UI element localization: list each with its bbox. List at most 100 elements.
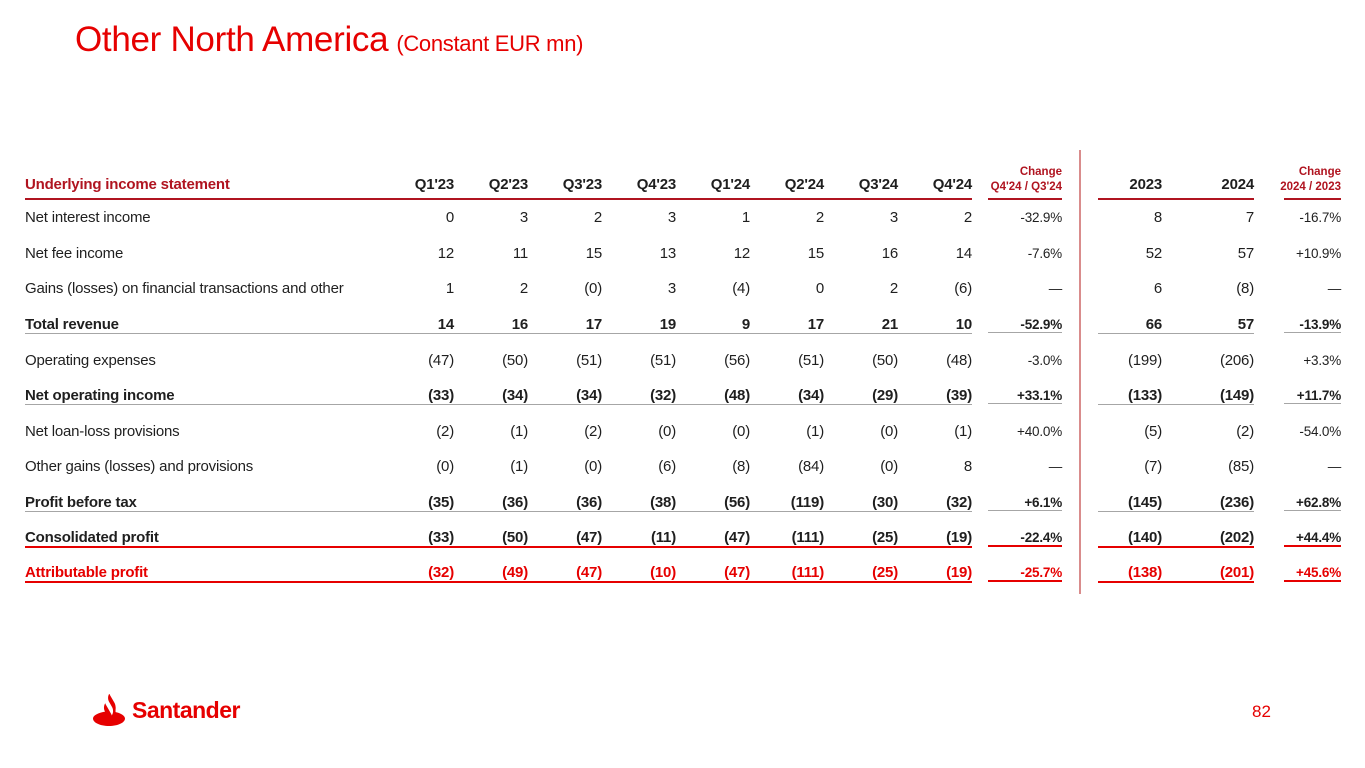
row-label: Profit before tax: [25, 494, 380, 512]
row-label: Net loan-loss provisions: [25, 422, 180, 440]
cell-q1-24: (48): [676, 387, 750, 405]
cell-q2-23: (1): [510, 422, 528, 440]
cell-change-quarter: +6.1%: [988, 495, 1062, 511]
cell-2023: 8: [1153, 209, 1162, 227]
cell-2023: (133): [1098, 387, 1162, 405]
cell-q4-23: (38): [602, 494, 676, 512]
cell-q4-24: (19): [898, 564, 972, 584]
change-label: Change: [1019, 166, 1062, 178]
cell-2023: (199): [1127, 351, 1162, 369]
cell-q1-23: 12: [437, 244, 454, 262]
cell-2023: 66: [1098, 316, 1162, 334]
page-title: Other North America (Constant EUR mn): [75, 20, 583, 60]
cell-q2-23: 2: [519, 280, 528, 298]
cell-q4-24: 10: [898, 316, 972, 334]
change-period-label: Q4'24 / Q3'24: [990, 181, 1062, 193]
table-row: Profit before tax (35) (36) (36) (38) (5…: [25, 485, 1341, 521]
cell-q3-24: 3: [889, 209, 898, 227]
cell-change-year: +44.4%: [1284, 530, 1341, 547]
cell-q3-24: 21: [824, 316, 898, 334]
row-label: Attributable profit: [25, 564, 380, 584]
santander-logo: Santander: [92, 694, 240, 726]
cell-q1-23: (35): [380, 494, 454, 512]
cell-change-year: -54.0%: [1299, 423, 1341, 439]
column-header-2024: 2024: [1162, 176, 1254, 200]
table-row: Other gains (losses) and provisions (0) …: [25, 449, 1341, 485]
page-number: 82: [1252, 702, 1271, 721]
cell-q4-24: (19): [898, 529, 972, 548]
cell-2023: (140): [1098, 529, 1162, 548]
cell-q3-24: 2: [889, 280, 898, 298]
cell-q1-23: 1: [445, 280, 454, 298]
cell-2024: (149): [1162, 387, 1254, 405]
cell-q4-23: 3: [667, 209, 676, 227]
cell-2024: 7: [1245, 209, 1254, 227]
column-header-2023: 2023: [1098, 176, 1162, 200]
cell-change-quarter: —: [1048, 459, 1063, 475]
cell-q4-23: 3: [667, 280, 676, 298]
cell-change-quarter: +33.1%: [988, 388, 1062, 404]
cell-2024: (85): [1228, 458, 1254, 476]
cell-2024: (201): [1162, 564, 1254, 584]
logo-wordmark: Santander: [132, 696, 240, 723]
cell-q3-23: (47): [528, 564, 602, 584]
column-header-q1-24: Q1'24: [676, 176, 750, 200]
column-header-q1-23: Q1'23: [380, 176, 454, 200]
row-label: Operating expenses: [25, 351, 156, 369]
cell-q2-24: (51): [798, 351, 824, 369]
table-row: Net operating income (33) (34) (34) (32)…: [25, 378, 1341, 414]
cell-q1-24: (47): [676, 529, 750, 548]
cell-q1-24: 9: [676, 316, 750, 334]
cell-2023: (145): [1098, 494, 1162, 512]
cell-change-year: +3.3%: [1303, 352, 1341, 368]
cell-q1-24: (56): [724, 351, 750, 369]
cell-q2-23: (50): [502, 351, 528, 369]
cell-q2-23: (34): [454, 387, 528, 405]
cell-change-quarter: -3.0%: [1027, 352, 1062, 368]
cell-q4-24: (48): [946, 351, 972, 369]
column-header-q2-24: Q2'24: [750, 176, 824, 200]
row-label: Consolidated profit: [25, 529, 380, 548]
column-header-q3-24: Q3'24: [824, 176, 898, 200]
cell-q4-24: 2: [963, 209, 972, 227]
cell-q1-23: (32): [380, 564, 454, 584]
cell-q2-24: 0: [815, 280, 824, 298]
cell-q2-24: (111): [750, 564, 824, 584]
cell-q3-24: (50): [872, 351, 898, 369]
cell-q1-23: 0: [445, 209, 454, 227]
cell-q3-24: (25): [824, 564, 898, 584]
cell-q4-24: (39): [898, 387, 972, 405]
cell-change-year: +10.9%: [1296, 245, 1341, 261]
cell-2024: (236): [1162, 494, 1254, 512]
cell-q1-23: (33): [380, 529, 454, 548]
cell-2023: 6: [1153, 280, 1162, 298]
cell-q2-24: (111): [750, 529, 824, 548]
cell-q4-24: (6): [954, 280, 972, 298]
cell-q3-23: (0): [584, 458, 602, 476]
cell-q4-23: (6): [658, 458, 676, 476]
column-header-q2-23: Q2'23: [454, 176, 528, 200]
page-title-subtitle: (Constant EUR mn): [396, 31, 584, 56]
cell-q3-23: (36): [528, 494, 602, 512]
cell-2024: (206): [1219, 351, 1254, 369]
cell-2024: (202): [1162, 529, 1254, 548]
cell-2024: 57: [1237, 244, 1254, 262]
table-row: Consolidated profit (33) (50) (47) (11) …: [25, 520, 1341, 556]
cell-q2-23: 11: [512, 244, 528, 262]
column-header-q3-23: Q3'23: [528, 176, 602, 200]
cell-q3-23: 2: [593, 209, 602, 227]
cell-q4-24: (32): [898, 494, 972, 512]
cell-q4-23: 13: [659, 244, 676, 262]
cell-q4-23: (0): [658, 422, 676, 440]
cell-q1-24: (0): [732, 422, 750, 440]
row-label: Total revenue: [25, 316, 380, 334]
cell-q3-24: (30): [824, 494, 898, 512]
cell-q3-24: 16: [881, 244, 898, 262]
cell-2023: (5): [1144, 422, 1162, 440]
cell-q4-24: 8: [963, 458, 972, 476]
cell-q1-24: (47): [676, 564, 750, 584]
cell-change-year: -16.7%: [1299, 210, 1341, 226]
cell-q2-24: (1): [806, 422, 824, 440]
column-header-change-year: Change 2024 / 2023: [1280, 166, 1341, 200]
